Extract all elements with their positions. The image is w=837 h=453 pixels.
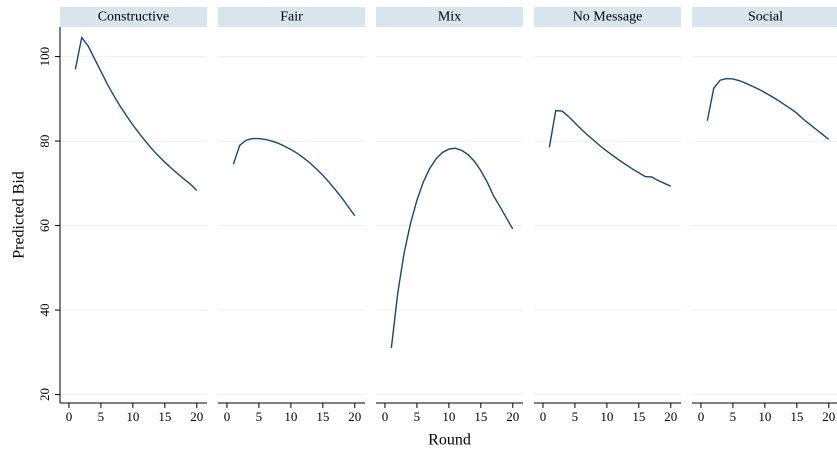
line xyxy=(74,35,198,191)
x-tick-label: 5 xyxy=(572,409,579,424)
x-tick-label: 20 xyxy=(190,409,203,424)
x-tick-label: 20 xyxy=(822,409,835,424)
y-tick-label: 40 xyxy=(37,304,52,317)
x-tick-label: 0 xyxy=(66,409,73,424)
strip xyxy=(692,7,837,27)
x-tick-label: 10 xyxy=(442,409,455,424)
y-tick-label: 20 xyxy=(37,388,52,401)
strip xyxy=(60,7,207,27)
x-tick-label: 20 xyxy=(348,409,361,424)
x-tick-label: 20 xyxy=(664,409,677,424)
strip xyxy=(534,7,681,27)
x-tick-label: 10 xyxy=(126,409,139,424)
x-tick-label: 15 xyxy=(632,409,645,424)
x-tick-label: 0 xyxy=(224,409,231,424)
strip xyxy=(218,7,365,27)
strip-title: Constructive xyxy=(98,10,170,25)
strip xyxy=(376,7,523,27)
x-tick-label: 10 xyxy=(284,409,297,424)
x-tick-label: 10 xyxy=(758,409,771,424)
x-tick-label: 0 xyxy=(382,409,389,424)
x-tick-label: 5 xyxy=(98,409,105,424)
x-tick-label: 20 xyxy=(506,409,519,424)
x-tick-label: 5 xyxy=(730,409,737,424)
x-tick-label: 15 xyxy=(474,409,487,424)
y-tick-label: 80 xyxy=(37,135,52,148)
x-tick-label: 15 xyxy=(158,409,171,424)
y-tick-label: 100 xyxy=(37,47,52,66)
x-tick-label: 0 xyxy=(540,409,547,424)
x-tick-label: 15 xyxy=(316,409,329,424)
x-tick-label: 10 xyxy=(600,409,613,424)
line xyxy=(548,109,672,187)
strip-title: Social xyxy=(748,10,783,25)
x-tick-label: 15 xyxy=(790,409,803,424)
line xyxy=(232,137,356,217)
strip-title: Mix xyxy=(438,10,461,25)
line xyxy=(390,147,514,349)
strip-title: No Message xyxy=(573,10,643,25)
strip-title: Fair xyxy=(280,10,303,25)
y-tick-label: 60 xyxy=(37,219,52,232)
x-axis-title: Round xyxy=(428,432,471,449)
line xyxy=(706,77,830,140)
x-tick-label: 5 xyxy=(256,409,263,424)
x-tick-label: 0 xyxy=(698,409,705,424)
y-axis-title: Predicted Bid xyxy=(11,171,28,259)
x-tick-label: 5 xyxy=(414,409,421,424)
